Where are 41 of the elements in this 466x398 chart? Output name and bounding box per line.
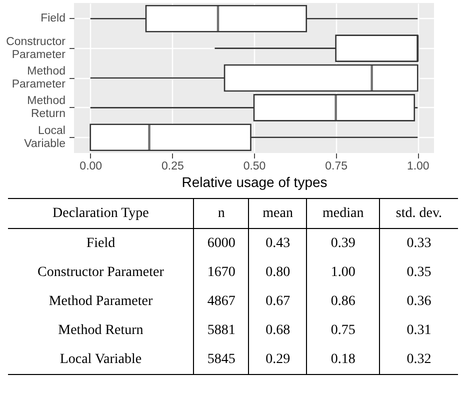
x-axis-title: Relative usage of types: [182, 174, 328, 190]
text: 0.80: [266, 265, 290, 280]
y-tick-label: Local Variable: [24, 124, 66, 150]
x-tick-label: 0.25: [161, 160, 184, 172]
text: 5881: [207, 323, 236, 338]
x-tick-label: 0.00: [80, 160, 102, 172]
text: 0.86: [330, 294, 356, 309]
y-tick-label: Constructor Parameter: [6, 36, 66, 61]
category-label: Method Return: [58, 323, 144, 338]
text: 1.00: [330, 265, 356, 280]
text: 0.18: [330, 352, 356, 367]
x-tick-label: 1.00: [406, 160, 430, 172]
text: 0.43: [266, 236, 290, 251]
text: 4867: [207, 294, 236, 309]
text: 0.67: [266, 294, 290, 309]
y-tick-label: Field: [40, 12, 66, 25]
text: 1670: [207, 265, 236, 280]
y-tick-label: Method Parameter: [12, 66, 66, 90]
category-label: n: [194, 198, 249, 228]
text: 0.29: [266, 352, 290, 367]
category-label: Field: [86, 236, 116, 251]
y-tick-label: Method Return: [27, 95, 66, 120]
text: 6000: [207, 236, 236, 251]
text: 5845: [207, 352, 236, 367]
text: 0.36: [406, 294, 432, 309]
category-label: mean: [248, 198, 307, 228]
text: Declaration Type: [8, 198, 194, 228]
category-label: Local Variable: [60, 352, 142, 367]
text: 0.68: [266, 323, 290, 338]
category-label: Method Parameter: [48, 294, 153, 309]
text: 0.75: [330, 323, 356, 338]
x-tick-label: 0.75: [325, 160, 348, 172]
text: 0.31: [406, 323, 432, 338]
text: 0.32: [406, 352, 432, 367]
category-label: Constructor Parameter: [38, 265, 164, 280]
text: 0.35: [406, 265, 432, 280]
text: 0.33: [406, 236, 432, 251]
category-label: std. dev.: [379, 198, 458, 228]
x-tick-label: 0.50: [243, 160, 266, 172]
text: 0.39: [330, 236, 356, 251]
category-label: median: [306, 198, 380, 228]
